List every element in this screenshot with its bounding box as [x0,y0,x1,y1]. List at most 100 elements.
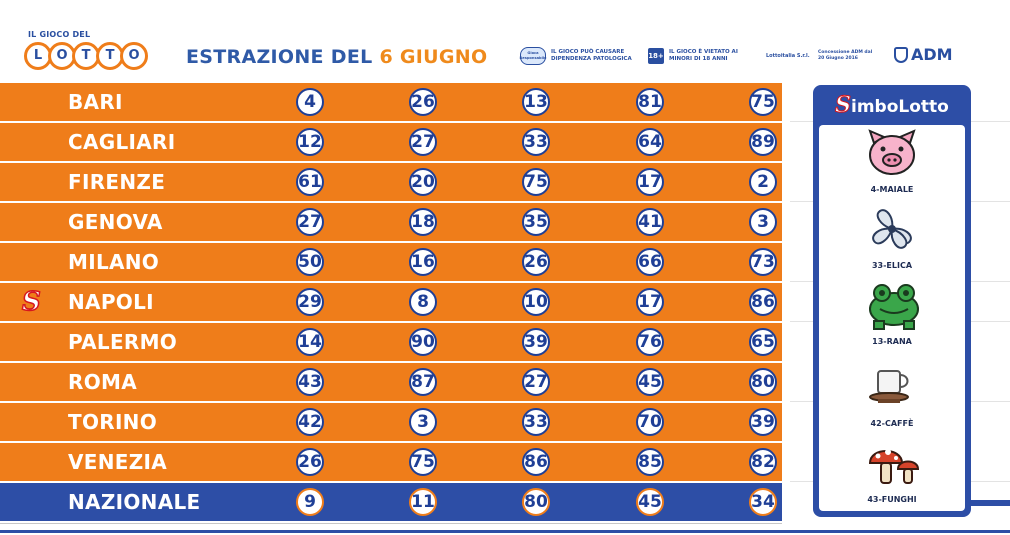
drawn-number: 27 [409,128,437,156]
drawn-number: 3 [409,408,437,436]
drawn-number: 89 [749,128,777,156]
logo-letter: O [120,42,148,70]
city-name: NAZIONALE [68,490,201,514]
logo-subtitle: IL GIOCO DEL [28,30,91,39]
drawn-number: 29 [296,288,324,316]
drawn-number: 86 [749,288,777,316]
symbol-pig: 4-MAIALE [819,129,965,199]
symbol-propeller: 33-ELICA [819,205,965,275]
logo-letter: O [48,42,76,70]
simbolotto-symbols: 4-MAIALE 33-ELICA [819,125,965,511]
coffee-cup-icon [869,370,909,403]
drawn-number: 27 [522,368,550,396]
propeller-icon [872,209,912,249]
drawn-number: 76 [636,328,664,356]
simbolotto-title-text: imboLotto [851,97,949,117]
age-18-badge: 18+ [648,48,664,64]
drawn-number: 64 [636,128,664,156]
drawn-number: 80 [522,488,550,516]
draw-row: GENOVA 27 18 35 41 3 [0,203,782,241]
symbol-coffee: 42-CAFFÈ [819,363,965,433]
concessione: Concessione ADM dal 20 Giugno 2016 [818,44,878,68]
symbol-frog: 13-RANA [819,281,965,351]
city-name: BARI [68,90,123,114]
city-name: ROMA [68,370,137,394]
symbol-label: 33-ELICA [871,261,913,270]
drawn-number: 33 [522,408,550,436]
disclaimer-dependency: Gioca Responsabile IL GIOCO PUÒ CAUSARE … [520,44,640,68]
symbol-mushrooms: 43-FUNGHI [819,439,965,509]
drawn-number: 17 [636,288,664,316]
drawn-number: 80 [749,368,777,396]
city-name: GENOVA [68,210,163,234]
simbolotto-panel: SimboLotto 4-MAIALE [813,85,971,517]
draw-row: S NAPOLI 29 8 10 17 86 [0,283,782,321]
logo-letters: L O T T O [24,42,148,70]
concessione-text: Concessione ADM dal 20 Giugno 2016 [818,50,873,61]
drawn-number: 82 [749,448,777,476]
drawn-number: 11 [409,488,437,516]
drawn-number: 26 [296,448,324,476]
draw-row: CAGLIARI 12 27 33 64 89 [0,123,782,161]
draw-row: VENEZIA 26 75 86 85 82 [0,443,782,481]
drawn-number: 12 [296,128,324,156]
lotterie-name: Lottoitalia S.r.l. [766,44,820,68]
simbolotto-city-marker: S [21,286,41,318]
symbol-label: 43-FUNGHI [867,495,917,504]
drawn-number: 26 [409,88,437,116]
drawn-number: 2 [749,168,777,196]
lotto-logo: IL GIOCO DEL L O T T O [22,30,162,76]
drawn-number: 16 [409,248,437,276]
city-name: CAGLIARI [68,130,176,154]
title-prefix: ESTRAZIONE DEL [186,46,380,68]
page-title: ESTRAZIONE DEL 6 GIUGNO [186,46,487,68]
drawn-number: 43 [296,368,324,396]
drawn-number: 35 [522,208,550,236]
drawn-number: 39 [522,328,550,356]
title-date: 6 GIUGNO [379,46,488,68]
city-name: FIRENZE [68,170,166,194]
draw-row: PALERMO 14 90 39 76 65 [0,323,782,361]
drawn-number: 17 [636,168,664,196]
city-name: MILANO [68,250,160,274]
draw-row: MILANO 50 16 26 66 73 [0,243,782,281]
drawn-number: 75 [522,168,550,196]
draw-row: FIRENZE 61 20 75 17 2 [0,163,782,201]
pig-icon [868,129,916,175]
drawn-number: 65 [749,328,777,356]
draw-row: TORINO 42 3 33 70 39 [0,403,782,441]
simbolotto-title: SimboLotto [813,85,971,123]
draw-row: BARI 4 26 13 81 75 [0,83,782,121]
drawn-number: 70 [636,408,664,436]
bottom-border [0,530,1010,533]
draw-row: NAZIONALE 9 11 80 45 34 [0,483,782,521]
drawn-number: 81 [636,88,664,116]
drawn-number: 18 [409,208,437,236]
drawn-number: 9 [296,488,324,516]
drawn-number: 73 [749,248,777,276]
drawn-number: 75 [749,88,777,116]
drawn-number: 90 [409,328,437,356]
drawn-number: 85 [636,448,664,476]
disclaimer-minors: 18+ IL GIOCO È VIETATO AI MINORI DI 18 A… [648,44,758,68]
city-name: TORINO [68,410,158,434]
symbol-label: 13-RANA [872,337,912,346]
emblem-icon [894,46,908,63]
drawn-number: 8 [409,288,437,316]
drawn-number: 42 [296,408,324,436]
drawn-number: 26 [522,248,550,276]
city-name: VENEZIA [68,450,168,474]
drawn-number: 87 [409,368,437,396]
draw-row: ROMA 43 87 27 45 80 [0,363,782,401]
disclaimer-dependency-text: IL GIOCO PUÒ CAUSARE DIPENDENZA PATOLOGI… [551,49,632,62]
drawn-number: 10 [522,288,550,316]
drawn-number: 27 [296,208,324,236]
frog-icon [869,284,919,330]
symbol-label: 42-CAFFÈ [870,419,914,428]
drawn-number: 45 [636,368,664,396]
accent-bar [970,500,1010,506]
simbolotto-s: S [835,92,852,119]
symbol-label: 4-MAIALE [870,185,914,194]
drawn-number: 66 [636,248,664,276]
drawn-number: 50 [296,248,324,276]
